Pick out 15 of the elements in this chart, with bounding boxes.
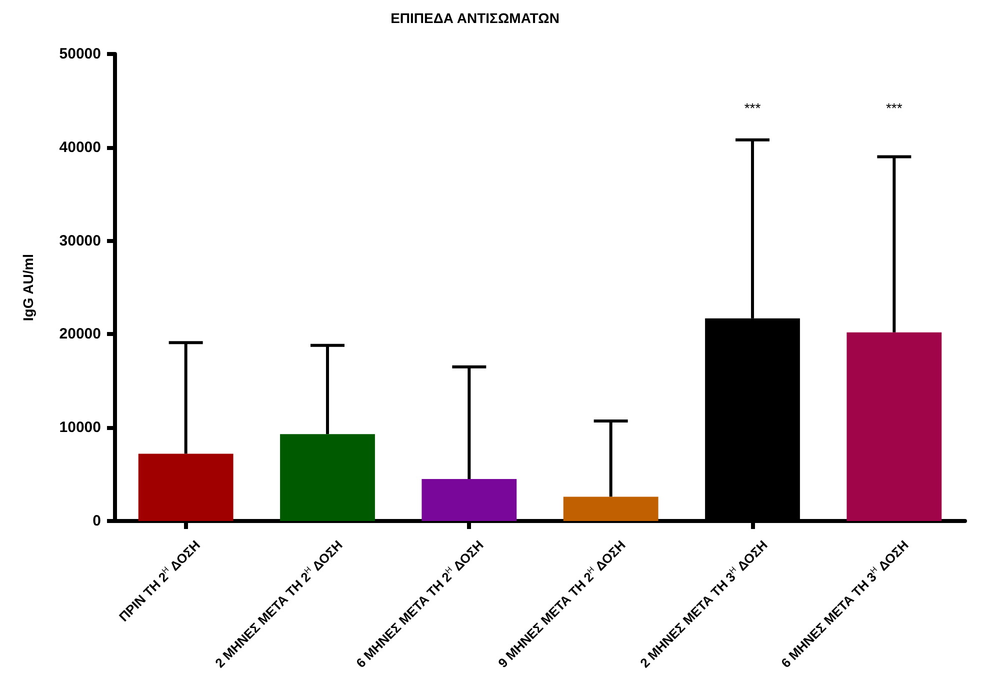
bar (563, 496, 658, 521)
chart-title: ΕΠΙΠΕΔΑ ΑΝΤΙΣΩΜΑΤΩΝ (390, 10, 560, 26)
bar (846, 332, 942, 521)
y-tick-label: 10000 (59, 419, 101, 436)
bar (138, 454, 234, 521)
y-tick-label: 30000 (59, 232, 101, 250)
y-tick-label: 0 (92, 512, 101, 530)
annotation: *** (744, 100, 761, 116)
y-axis-title: IgG AU/ml (20, 254, 36, 322)
bar (422, 478, 517, 521)
y-tick-label: 40000 (59, 138, 101, 156)
y-tick-label: 20000 (59, 326, 101, 343)
bar (280, 434, 375, 521)
y-tick-label: 50000 (59, 46, 101, 62)
annotation: *** (886, 100, 902, 116)
